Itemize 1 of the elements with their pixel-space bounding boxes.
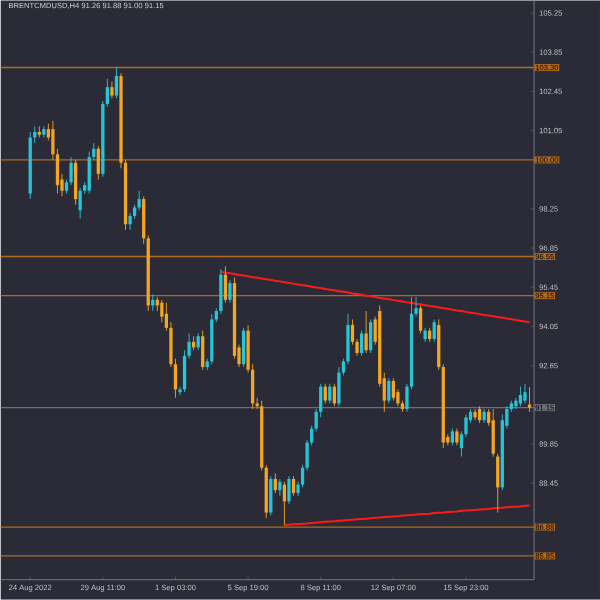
line-series	[219, 271, 531, 324]
